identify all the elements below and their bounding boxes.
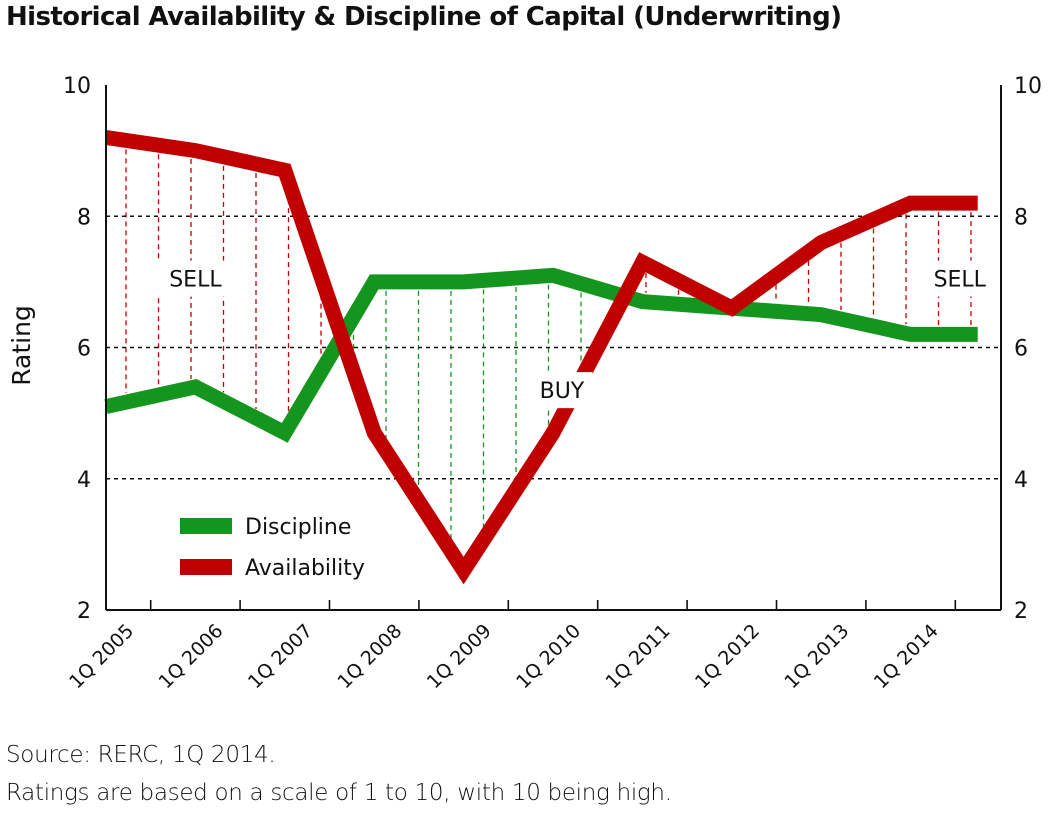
frame-layer (105, 85, 1002, 611)
source-note: Source: RERC, 1Q 2014. (6, 742, 276, 768)
annotation-buy: BUY (540, 379, 585, 404)
annotation-sell: SELL (934, 268, 987, 293)
x-tick-label: 1Q 2014 (870, 620, 943, 693)
x-tick-label: 1Q 2012 (691, 620, 764, 693)
annotation-sell: SELL (169, 268, 222, 293)
x-tick-label: 1Q 2010 (512, 620, 585, 693)
y-tick-label-left: 4 (77, 468, 91, 493)
y-tick-label-left: 10 (63, 74, 91, 99)
series-line-availability (104, 130, 978, 585)
legend-swatch-discipline (180, 518, 232, 534)
x-tick-label: 1Q 2008 (333, 620, 406, 693)
series-layer (104, 130, 978, 585)
x-tick-label: 1Q 2006 (154, 620, 227, 693)
y-tick-label-right: 4 (1014, 468, 1028, 493)
y-tick-label-left: 6 (77, 337, 91, 362)
annotation-bg (157, 260, 234, 297)
annotation-bg (921, 260, 998, 297)
scale-note: Ratings are based on a scale of 1 to 10,… (6, 780, 672, 806)
x-tick-label: 1Q 2011 (601, 620, 674, 693)
chart-title: Historical Availability & Discipline of … (6, 2, 842, 32)
x-tick-label: 1Q 2013 (780, 620, 853, 693)
y-tick-label-right: 6 (1014, 337, 1028, 362)
y-tick-label-right: 10 (1014, 74, 1042, 99)
hatch-layer (125, 149, 972, 543)
y-tick-label-left: 2 (77, 599, 91, 624)
grid-layer (106, 215, 1001, 480)
x-tick-label: 1Q 2007 (244, 620, 317, 693)
y-tick-label-right: 2 (1014, 599, 1028, 624)
series-line-discipline (104, 267, 978, 443)
x-tick-label: 1Q 2005 (65, 620, 138, 693)
legend-swatch-availability (180, 559, 232, 575)
x-tick-label: 1Q 2009 (423, 620, 496, 693)
y-tick-label-left: 8 (77, 205, 91, 230)
legend-label-availability: Availability (245, 556, 365, 581)
y-tick-label-right: 8 (1014, 205, 1028, 230)
annotation-bg (531, 372, 593, 409)
legend-label-discipline: Discipline (245, 515, 351, 540)
y-axis-title: Rating (7, 305, 36, 386)
